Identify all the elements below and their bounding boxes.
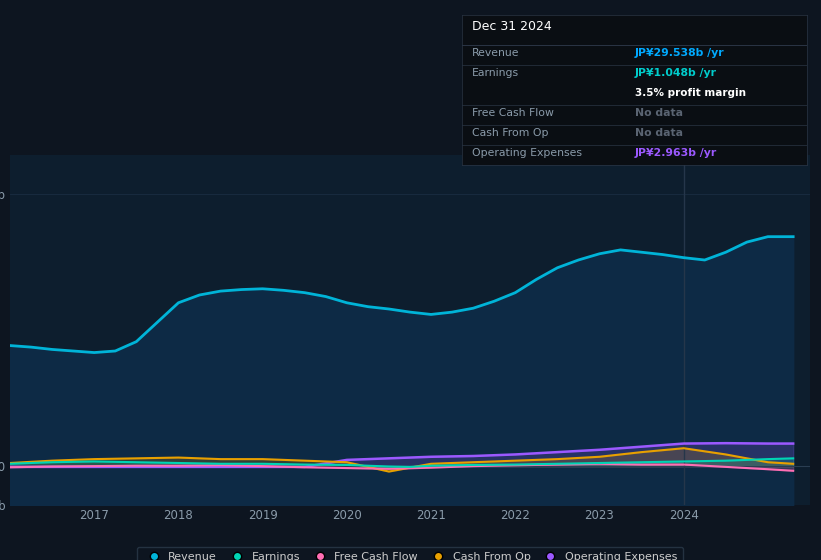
Text: Free Cash Flow: Free Cash Flow bbox=[472, 108, 554, 118]
Text: JP¥29.538b /yr: JP¥29.538b /yr bbox=[635, 48, 724, 58]
Text: JP¥1.048b /yr: JP¥1.048b /yr bbox=[635, 68, 717, 78]
Text: No data: No data bbox=[635, 108, 682, 118]
Legend: Revenue, Earnings, Free Cash Flow, Cash From Op, Operating Expenses: Revenue, Earnings, Free Cash Flow, Cash … bbox=[137, 547, 683, 560]
Text: JP¥2.963b /yr: JP¥2.963b /yr bbox=[635, 148, 717, 158]
Text: No data: No data bbox=[635, 128, 682, 138]
Text: Dec 31 2024: Dec 31 2024 bbox=[472, 20, 552, 32]
Text: 3.5% profit margin: 3.5% profit margin bbox=[635, 88, 745, 98]
Text: Operating Expenses: Operating Expenses bbox=[472, 148, 582, 158]
Text: Earnings: Earnings bbox=[472, 68, 520, 78]
Text: Revenue: Revenue bbox=[472, 48, 520, 58]
Text: Cash From Op: Cash From Op bbox=[472, 128, 549, 138]
